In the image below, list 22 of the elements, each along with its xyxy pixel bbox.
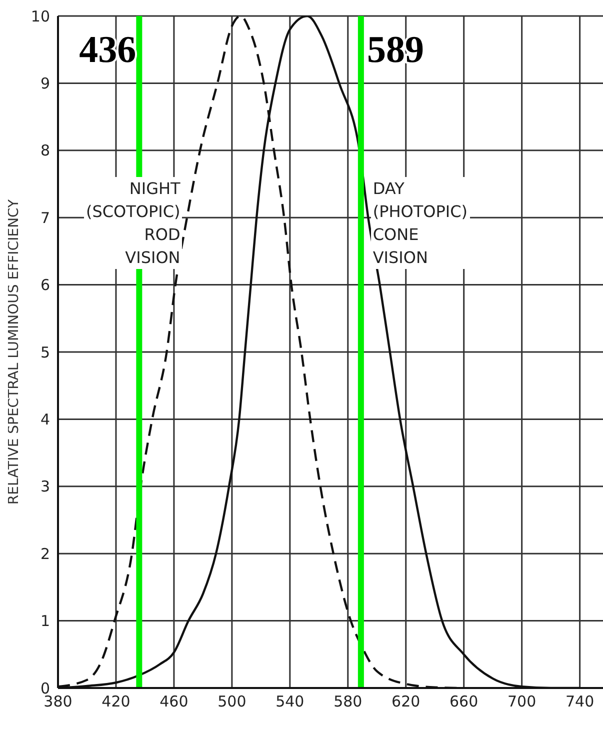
y-tick-label: 4	[40, 410, 50, 429]
x-tick-label: 380	[44, 692, 72, 711]
x-tick-label: 620	[392, 692, 420, 711]
x-tick-label: 540	[276, 692, 304, 711]
x-tick-label: 660	[450, 692, 478, 711]
y-tick-label: 8	[40, 142, 50, 160]
y-tick-label: 2	[40, 544, 50, 563]
annotation: NIGHT (SCOTOPIC) ROD VISION	[86, 177, 180, 270]
x-tick-label: 700	[508, 692, 536, 711]
annotation: DAY (PHOTOPIC) CONE VISION	[372, 177, 468, 270]
y-tick-label: 9	[40, 74, 50, 93]
x-tick-label: 580	[334, 692, 362, 711]
x-tick-label: 420	[102, 692, 130, 711]
x-tick-label: 740	[565, 692, 594, 711]
x-tick-label: 500	[218, 692, 246, 711]
y-tick-label: 5	[40, 343, 50, 362]
x-tick-label: 460	[160, 692, 188, 711]
y-tick-label: 1	[40, 612, 50, 630]
y-tick-label: 10	[30, 7, 50, 26]
y-tick-label: 6	[40, 276, 50, 294]
y-tick-label: 7	[40, 208, 50, 227]
y-tick-label: 3	[40, 478, 50, 496]
